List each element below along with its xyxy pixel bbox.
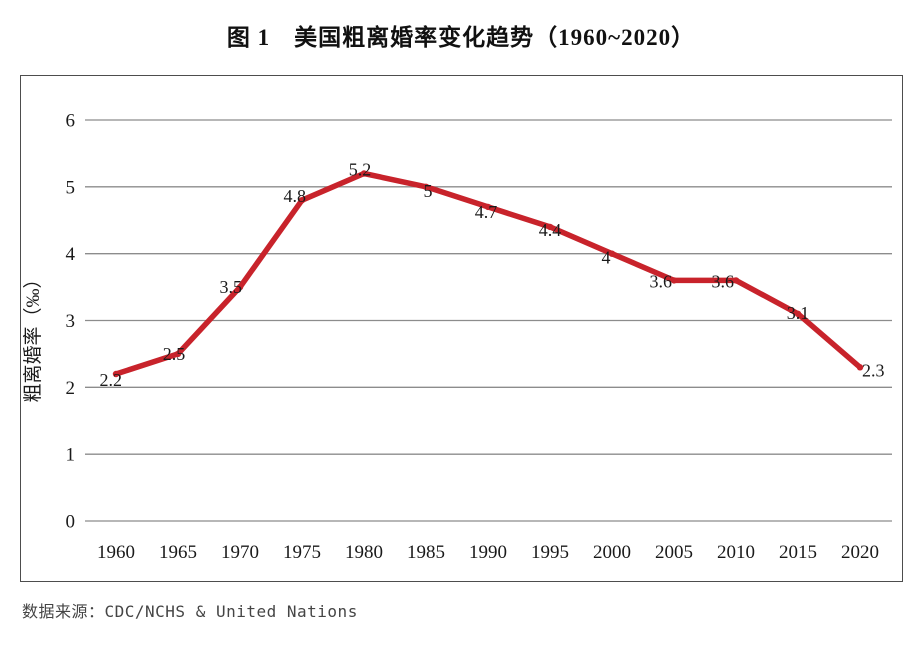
- data-point-label: 4: [602, 248, 611, 268]
- data-point-marker: [732, 277, 740, 284]
- data-point-marker: [360, 170, 368, 177]
- x-tick-label: 1975: [283, 542, 321, 563]
- y-tick-label: 2: [66, 378, 76, 399]
- data-point-marker: [856, 364, 864, 371]
- data-point-marker: [608, 250, 616, 257]
- y-tick-label: 1: [66, 445, 76, 466]
- data-point-marker: [670, 277, 678, 284]
- data-point-marker: [422, 183, 430, 190]
- y-tick-label: 4: [66, 244, 76, 265]
- data-point-label: 5: [424, 181, 433, 201]
- x-tick-label: 1985: [407, 542, 445, 563]
- data-point-label: 3.6: [712, 271, 735, 291]
- x-tick-label: 2020: [841, 542, 879, 563]
- data-point-label: 3.5: [220, 277, 243, 297]
- data-point-label: 2.2: [100, 370, 123, 390]
- data-point-marker: [112, 370, 120, 378]
- y-tick-label: 3: [66, 311, 76, 332]
- y-axis-title: 粗离婚率（‰）: [22, 269, 44, 402]
- x-tick-label: 1960: [97, 542, 135, 563]
- chart-svg: 0 1 2 3 4 5 6 1960 1965 1970 1975 1980 1985 1990 1995 2…: [22, 111, 892, 563]
- figure-title: 图 1 美国粗离婚率变化趋势（1960~2020）: [226, 25, 696, 50]
- y-tick-label: 0: [66, 512, 76, 533]
- x-tick-label: 1965: [159, 542, 197, 563]
- x-tick-label: 2000: [593, 542, 631, 563]
- x-tick-label: 2010: [717, 542, 755, 563]
- x-tick-label: 2015: [779, 542, 817, 563]
- x-tick-label: 1980: [345, 542, 383, 563]
- data-point-label: 5.2: [349, 159, 372, 179]
- data-point-label: 3.1: [787, 303, 810, 323]
- data-point-label: 4.7: [475, 202, 498, 222]
- data-point-label: 4.4: [539, 220, 562, 240]
- data-point-label: 2.5: [163, 344, 186, 364]
- data-point-marker: [298, 197, 306, 204]
- data-point-label: 3.6: [650, 271, 673, 291]
- y-tick-label: 6: [66, 111, 76, 132]
- x-tick-label: 1970: [221, 542, 259, 563]
- x-tick-label: 1990: [469, 542, 507, 563]
- data-point-marker: [794, 310, 802, 317]
- data-point-label: 2.3: [862, 360, 885, 380]
- data-point-marker: [546, 223, 554, 231]
- chart-container: 0 1 2 3 4 5 6 1960 1965 1970 1975 1980 1985 1990 1995 2…: [20, 75, 903, 582]
- data-point-marker: [174, 350, 182, 358]
- data-point-marker: [484, 203, 492, 211]
- data-source-note: 数据来源：CDC/NCHS & United Nations: [22, 602, 358, 621]
- x-tick-label: 1995: [531, 542, 569, 563]
- data-point-marker: [236, 283, 244, 291]
- x-tick-label: 2005: [655, 542, 693, 563]
- data-point-label: 4.8: [284, 186, 307, 206]
- y-tick-label: 5: [66, 177, 76, 198]
